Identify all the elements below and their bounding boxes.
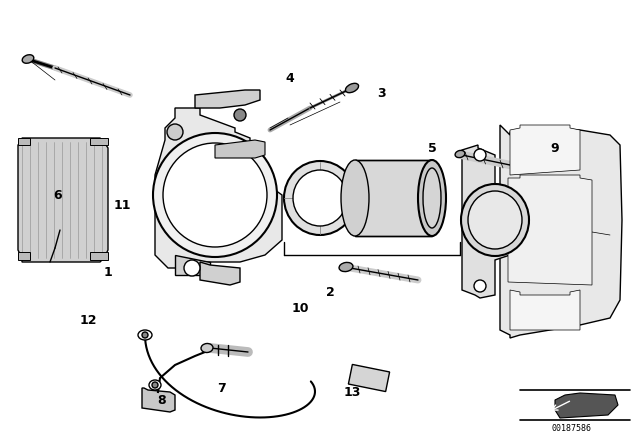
Ellipse shape — [461, 184, 529, 256]
Circle shape — [152, 382, 158, 388]
Text: 12: 12 — [79, 314, 97, 327]
Circle shape — [142, 332, 148, 338]
Polygon shape — [142, 388, 175, 412]
Text: 6: 6 — [54, 189, 62, 202]
Ellipse shape — [149, 380, 161, 390]
Polygon shape — [200, 262, 240, 285]
Circle shape — [184, 260, 200, 276]
Circle shape — [474, 280, 486, 292]
Text: 9: 9 — [550, 142, 559, 155]
Text: 10: 10 — [291, 302, 308, 314]
Polygon shape — [555, 393, 618, 418]
Ellipse shape — [455, 151, 465, 158]
Text: 11: 11 — [113, 198, 131, 211]
Polygon shape — [510, 290, 580, 330]
Text: 1: 1 — [104, 266, 113, 279]
Polygon shape — [462, 145, 510, 298]
Polygon shape — [500, 125, 622, 338]
Ellipse shape — [423, 168, 441, 228]
Polygon shape — [510, 125, 580, 175]
Text: 7: 7 — [218, 382, 227, 395]
Polygon shape — [195, 90, 260, 108]
Text: 2: 2 — [326, 285, 334, 298]
Circle shape — [234, 109, 246, 121]
Ellipse shape — [339, 263, 353, 271]
Polygon shape — [18, 138, 108, 262]
Ellipse shape — [138, 330, 152, 340]
Ellipse shape — [201, 344, 213, 353]
Polygon shape — [90, 138, 108, 145]
Polygon shape — [215, 140, 265, 158]
Ellipse shape — [468, 191, 522, 249]
Circle shape — [167, 124, 183, 140]
Polygon shape — [355, 160, 432, 236]
Circle shape — [163, 143, 267, 247]
Polygon shape — [348, 364, 390, 392]
Polygon shape — [175, 255, 210, 275]
Polygon shape — [155, 108, 282, 268]
Circle shape — [474, 149, 486, 161]
Text: 4: 4 — [285, 72, 294, 85]
Ellipse shape — [346, 83, 358, 93]
Ellipse shape — [418, 160, 446, 236]
Circle shape — [153, 133, 277, 257]
Ellipse shape — [22, 55, 34, 63]
Ellipse shape — [293, 170, 347, 226]
Polygon shape — [18, 252, 30, 260]
Ellipse shape — [284, 161, 356, 235]
Text: 8: 8 — [157, 393, 166, 406]
Text: 00187586: 00187586 — [552, 423, 592, 432]
Polygon shape — [90, 252, 108, 260]
Ellipse shape — [341, 160, 369, 236]
Text: 3: 3 — [378, 86, 387, 99]
Polygon shape — [18, 138, 30, 145]
Text: 13: 13 — [343, 385, 361, 399]
Text: 5: 5 — [428, 142, 436, 155]
Polygon shape — [508, 175, 592, 285]
